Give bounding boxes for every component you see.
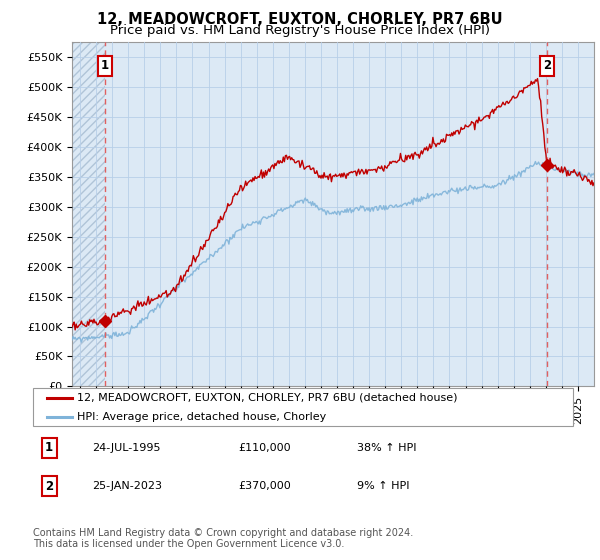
Text: £370,000: £370,000: [238, 481, 291, 491]
Text: Price paid vs. HM Land Registry's House Price Index (HPI): Price paid vs. HM Land Registry's House …: [110, 24, 490, 36]
Text: 2: 2: [543, 59, 551, 72]
Text: 1: 1: [101, 59, 109, 72]
Text: 38% ↑ HPI: 38% ↑ HPI: [357, 443, 416, 453]
Text: 2: 2: [45, 480, 53, 493]
Text: HPI: Average price, detached house, Chorley: HPI: Average price, detached house, Chor…: [77, 412, 326, 422]
Text: 1: 1: [45, 441, 53, 454]
Text: 25-JAN-2023: 25-JAN-2023: [92, 481, 163, 491]
FancyBboxPatch shape: [33, 388, 573, 426]
Text: 12, MEADOWCROFT, EUXTON, CHORLEY, PR7 6BU: 12, MEADOWCROFT, EUXTON, CHORLEY, PR7 6B…: [97, 12, 503, 27]
Text: 12, MEADOWCROFT, EUXTON, CHORLEY, PR7 6BU (detached house): 12, MEADOWCROFT, EUXTON, CHORLEY, PR7 6B…: [77, 393, 458, 403]
Text: Contains HM Land Registry data © Crown copyright and database right 2024.
This d: Contains HM Land Registry data © Crown c…: [33, 528, 413, 549]
Text: £110,000: £110,000: [238, 443, 291, 453]
Text: 9% ↑ HPI: 9% ↑ HPI: [357, 481, 409, 491]
Text: 24-JUL-1995: 24-JUL-1995: [92, 443, 161, 453]
